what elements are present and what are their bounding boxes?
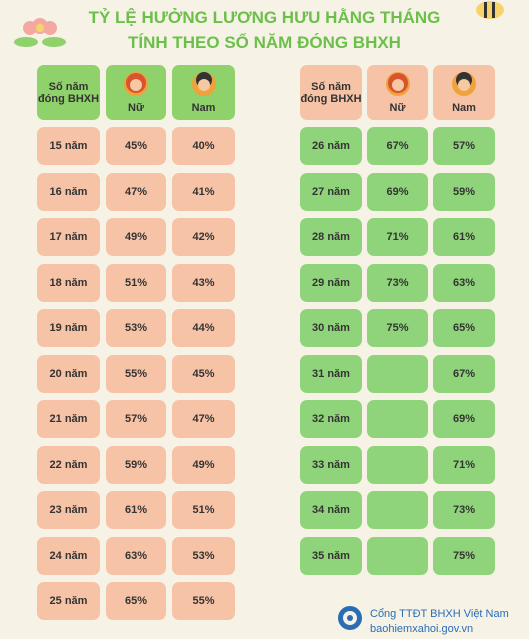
- footer-org: Cổng TTĐT BHXH Việt Nam: [370, 608, 509, 620]
- table-cell: 19 năm: [37, 309, 100, 347]
- table-cell: 67%: [433, 354, 495, 393]
- table-cell: 29 năm: [300, 263, 362, 302]
- avatar-icon: [385, 72, 410, 96]
- column-header: Nữ: [106, 65, 166, 120]
- table-cell: 33 năm: [300, 445, 362, 484]
- table-cell: 49%: [106, 218, 166, 256]
- table-cell: 21 năm: [37, 400, 100, 438]
- table-cell: 65%: [433, 309, 495, 347]
- table-cell: 65%: [106, 582, 166, 620]
- table-cell: 57%: [106, 400, 166, 438]
- table-cell: 69%: [367, 172, 428, 211]
- table-cell: 24 năm: [37, 536, 100, 575]
- table-cell: 20 năm: [37, 354, 100, 393]
- table-cell: 17 năm: [37, 218, 100, 256]
- column-header: Nam: [433, 65, 495, 120]
- table-cell: [367, 354, 428, 393]
- table-cell: [367, 491, 428, 529]
- table-cell: 43%: [172, 263, 235, 302]
- table-cell: 31 năm: [300, 354, 362, 393]
- table-cell: 73%: [367, 263, 428, 302]
- table-cell: 15 năm: [37, 127, 100, 165]
- table-cell: 35 năm: [300, 536, 362, 575]
- logo: [338, 606, 362, 630]
- table-cell: 55%: [172, 582, 235, 620]
- title: TÍNH THEO SỐ NĂM ĐÓNG BHXH: [128, 33, 401, 52]
- table-cell: 63%: [433, 263, 495, 302]
- column-header: Số năm đóng BHXH: [300, 65, 362, 120]
- table-cell: 57%: [433, 127, 495, 165]
- column-header: Số năm đóng BHXH: [37, 65, 100, 120]
- avatar-icon: [191, 72, 216, 96]
- table-cell: 69%: [433, 400, 495, 438]
- table-cell: 23 năm: [37, 491, 100, 529]
- table-cell: 67%: [367, 127, 428, 165]
- bee-decoration: [476, 1, 504, 19]
- table-cell: 27 năm: [300, 172, 362, 211]
- table-cell: 75%: [367, 309, 428, 347]
- table-cell: 40%: [172, 127, 235, 165]
- flower-decoration: [14, 18, 66, 47]
- table-cell: 30 năm: [300, 309, 362, 347]
- table-cell: 45%: [172, 354, 235, 393]
- table-cell: 75%: [433, 536, 495, 575]
- table-cell: 63%: [106, 536, 166, 575]
- column-header: Nữ: [367, 65, 428, 120]
- table-cell: 25 năm: [37, 582, 100, 620]
- table-cell: 71%: [367, 218, 428, 256]
- table-cell: 28 năm: [300, 218, 362, 256]
- table-cell: 61%: [433, 218, 495, 256]
- table-cell: 51%: [172, 491, 235, 529]
- table-cell: 53%: [106, 309, 166, 347]
- table-cell: 59%: [106, 445, 166, 484]
- table-cell: 51%: [106, 263, 166, 302]
- table-cell: 22 năm: [37, 445, 100, 484]
- table-cell: 45%: [106, 127, 166, 165]
- table-cell: 55%: [106, 354, 166, 393]
- table-cell: 32 năm: [300, 400, 362, 438]
- table-cell: 44%: [172, 309, 235, 347]
- table-cell: 18 năm: [37, 263, 100, 302]
- table-cell: 47%: [106, 172, 166, 211]
- table-cell: 71%: [433, 445, 495, 484]
- table-cell: 16 năm: [37, 172, 100, 211]
- avatar-icon: [124, 72, 148, 96]
- table-cell: 49%: [172, 445, 235, 484]
- title: TỶ LỆ HƯỞNG LƯƠNG HƯU HẰNG THÁNG: [88, 8, 441, 27]
- table-cell: 53%: [172, 536, 235, 575]
- table-cell: 26 năm: [300, 127, 362, 165]
- column-header: Nam: [172, 65, 235, 120]
- table-cell: 61%: [106, 491, 166, 529]
- footer-site: baohiemxahoi.gov.vn: [370, 623, 474, 635]
- table-cell: [367, 400, 428, 438]
- table-cell: 41%: [172, 172, 235, 211]
- table-cell: 42%: [172, 218, 235, 256]
- table-cell: [367, 536, 428, 575]
- table-cell: 73%: [433, 491, 495, 529]
- avatar-icon: [452, 72, 476, 96]
- table-cell: 59%: [433, 172, 495, 211]
- table-cell: 34 năm: [300, 491, 362, 529]
- table-cell: 47%: [172, 400, 235, 438]
- table-cell: [367, 445, 428, 484]
